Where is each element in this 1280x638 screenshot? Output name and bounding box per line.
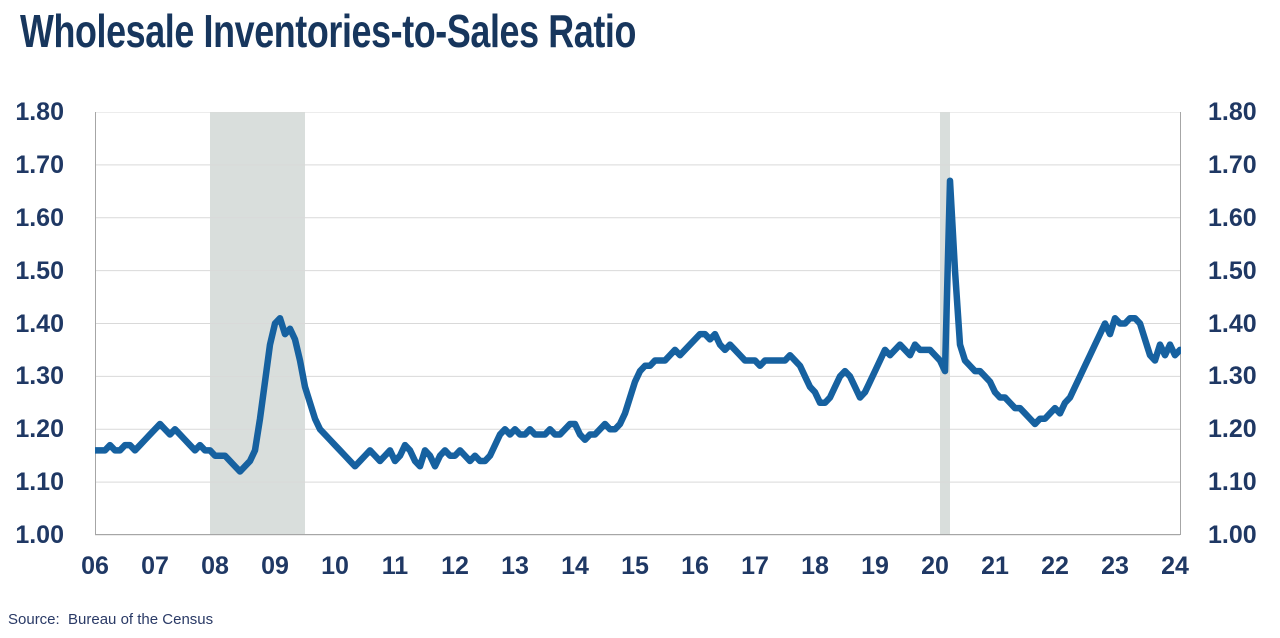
y-axis-tick-label-right: 1.70 [1208, 150, 1257, 179]
x-axis-tick-label: 20 [921, 552, 949, 580]
x-axis-tick-label: 17 [741, 552, 769, 580]
y-axis-tick-label-left: 1.60 [15, 203, 64, 232]
x-axis-tick-label: 13 [501, 552, 529, 580]
x-axis-tick-label: 22 [1041, 552, 1069, 580]
inventories-to-sales-line [95, 177, 1181, 475]
y-axis-tick-label-left: 1.40 [15, 309, 64, 338]
x-axis-tick-label: 12 [441, 552, 469, 580]
x-axis-tick-label: 15 [621, 552, 649, 580]
chart-title: Wholesale Inventories-to-Sales Ratio [20, 5, 637, 57]
y-axis-tick-label-right: 1.60 [1208, 203, 1257, 232]
y-axis-tick-label-left: 1.00 [15, 521, 64, 549]
y-axis-tick-label-right: 1.00 [1208, 521, 1257, 549]
source-note: Source: Bureau of the Census [8, 611, 214, 628]
x-axis-tick-label: 19 [861, 552, 889, 580]
x-axis-tick-label: 08 [201, 552, 229, 580]
line-chart-plot-area [95, 112, 1181, 536]
y-axis-tick-label-left: 1.50 [15, 256, 64, 285]
y-axis-tick-label-left: 1.80 [15, 98, 64, 126]
x-axis-tick-label: 07 [141, 552, 169, 580]
y-axis-tick-label-right: 1.50 [1208, 256, 1257, 285]
y-axis-tick-label-left: 1.30 [15, 362, 64, 391]
x-axis-tick-label: 10 [321, 552, 349, 580]
y-axis-tick-label-right: 1.30 [1208, 362, 1257, 391]
y-axis-tick-label-right: 1.80 [1208, 98, 1257, 126]
x-axis-tick-label: 14 [561, 552, 589, 580]
x-axis-tick-label: 23 [1101, 552, 1129, 580]
y-axis-tick-label-right: 1.10 [1208, 468, 1257, 497]
y-axis-tick-label-left: 1.20 [15, 415, 64, 444]
x-axis-tick-label: 24 [1161, 552, 1189, 580]
x-axis-tick-label: 18 [801, 552, 829, 580]
x-axis-tick-label: 16 [681, 552, 709, 580]
x-axis-tick-label: 09 [261, 552, 289, 580]
y-axis-tick-label-right: 1.40 [1208, 309, 1257, 338]
y-axis-tick-label-left: 1.10 [15, 468, 64, 497]
x-axis-tick-label: 11 [381, 552, 409, 580]
y-axis-tick-label-right: 1.20 [1208, 415, 1257, 444]
x-axis-tick-label: 21 [981, 552, 1009, 580]
y-axis-tick-label-left: 1.70 [15, 150, 64, 179]
x-axis-tick-label: 06 [81, 552, 109, 580]
